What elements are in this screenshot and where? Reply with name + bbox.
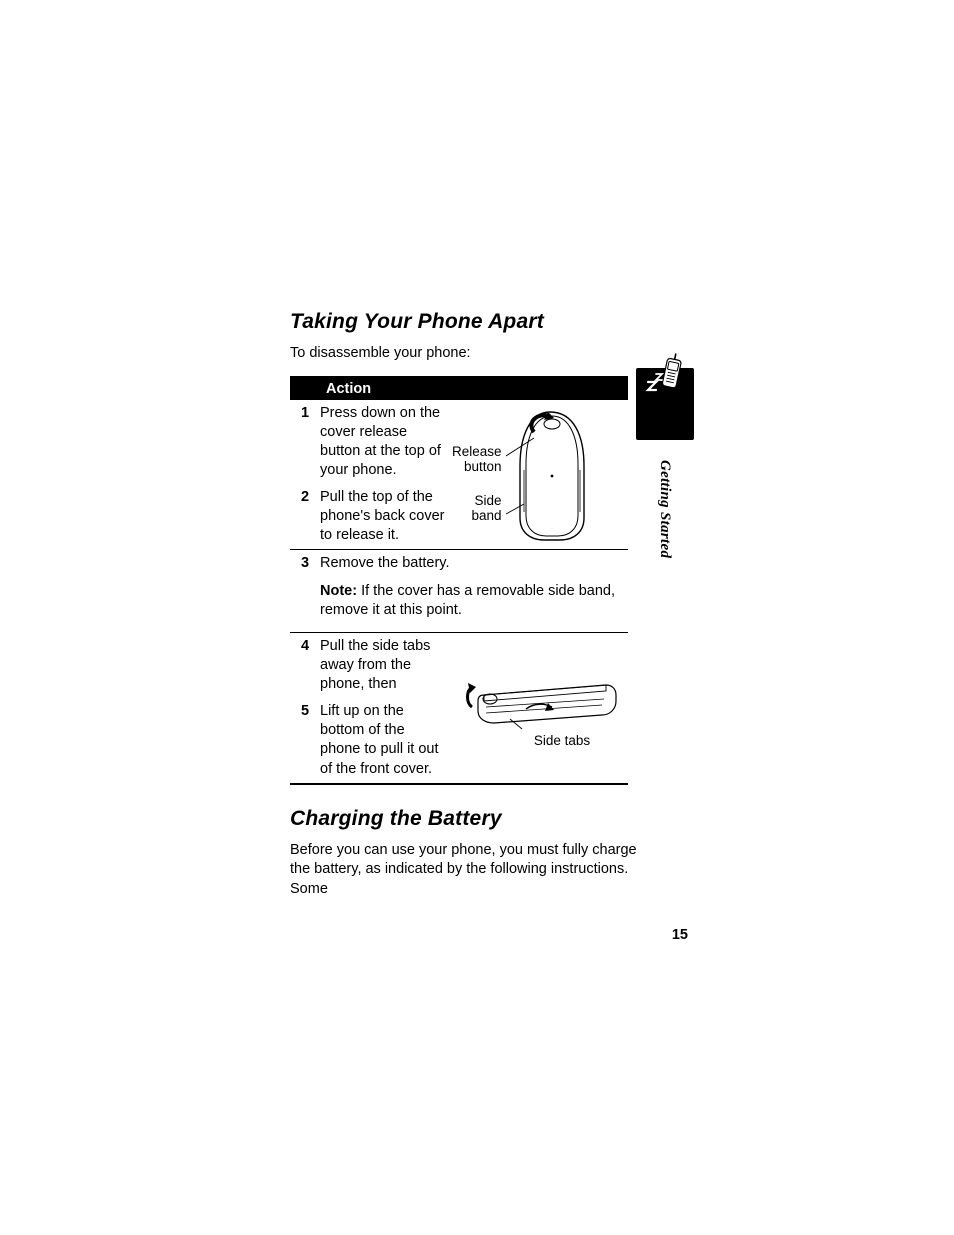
diagram-label: Release button (452, 444, 502, 475)
table-row: 1 Press down on the cover release button… (290, 400, 452, 485)
section-heading-charging: Charging the Battery (290, 807, 628, 831)
table-row: 4 Pull the side tabs away from the phone… (290, 633, 452, 698)
phone-side-diagram-icon (456, 677, 622, 737)
step-text: Pull the side tabs away from the phone, … (320, 637, 448, 694)
chapter-side-label: Getting Started (656, 460, 673, 558)
table-row: 5 Lift up on the bottom of the phone to … (290, 698, 452, 783)
diagram-label: Side tabs (496, 733, 628, 749)
content-column: Taking Your Phone Apart To disassemble y… (290, 310, 628, 899)
page-number: 15 (672, 927, 688, 943)
intro-text: To disassemble your phone: (290, 344, 628, 364)
step-text: Lift up on the bottom of the phone to pu… (320, 702, 448, 779)
phone-back-diagram-icon (504, 406, 600, 544)
diagram-release: Release button Side band (452, 400, 628, 550)
diagram-sidetabs: Side tabs (452, 633, 628, 783)
step-number: 3 (290, 554, 320, 571)
note-label: Note: (320, 583, 357, 599)
charging-intro-text: Before you can use your phone, you must … (290, 841, 658, 900)
note-text: If the cover has a removable side band, … (320, 583, 615, 618)
manual-page: Taking Your Phone Apart To disassemble y… (0, 0, 954, 1235)
action-table: Action 1 Press down on the cover release… (290, 376, 628, 785)
table-row: 2 Pull the top of the phone's back cover… (290, 484, 452, 549)
step-text: Press down on the cover release button a… (320, 404, 448, 481)
chapter-tab-icon (636, 368, 694, 440)
cellphone-icon (642, 352, 688, 398)
section-heading-disassembly: Taking Your Phone Apart (290, 310, 628, 334)
step-number: 5 (290, 702, 320, 719)
step-number: 1 (290, 404, 320, 421)
diagram-label: Side band (452, 493, 502, 524)
note-row: Note: If the cover has a removable side … (290, 578, 628, 633)
table-row: 3 Remove the battery. (290, 550, 628, 577)
step-text: Pull the top of the phone's back cover t… (320, 488, 448, 545)
step-text: Remove the battery. (320, 554, 624, 573)
step-number: 2 (290, 488, 320, 505)
action-table-header: Action (290, 378, 628, 400)
step-number: 4 (290, 637, 320, 654)
